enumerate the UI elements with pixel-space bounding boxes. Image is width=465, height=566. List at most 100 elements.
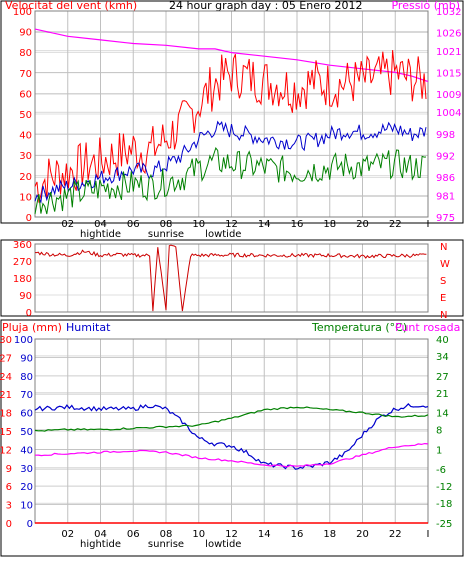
humidity-axis-tick-label: 100 [14, 335, 33, 346]
rain-axis-tick-label: 0 [6, 519, 12, 530]
pressure-axis-title: Pressió (mb) [391, 0, 460, 12]
temperature-axis-tick-label: 21 [436, 389, 449, 400]
bottom-annotation: hightide [80, 539, 121, 550]
top-x-tick: 22 [389, 219, 402, 230]
top-x-tick: 10 [192, 219, 205, 230]
bottom-annotation: sunrise [148, 539, 184, 550]
compass-letter: S [440, 276, 446, 287]
top-x-tick: 18 [323, 219, 336, 230]
rain-axis-tick-label: 27 [0, 353, 12, 364]
bottom-x-tick: I [427, 529, 430, 540]
bottom-x-tick: 04 [94, 529, 107, 540]
temperature-axis-tick-label: 34 [436, 352, 449, 363]
temperature-axis-tick-label: 8 [436, 426, 442, 437]
pressure-axis-tick-label: 981 [436, 191, 455, 202]
wind-axis-tick-label: 50 [19, 110, 32, 121]
top-x-tick: 12 [225, 219, 238, 230]
bottom-x-tick: 08 [160, 529, 173, 540]
rain-axis-tick-label: 9 [6, 464, 12, 475]
top-annotation: hightide [80, 229, 121, 240]
rain-axis-title: Pluja (mm) [2, 321, 62, 334]
wind-low-line [34, 146, 427, 215]
temperature-axis-tick-label: 27 [436, 372, 449, 383]
pressure-axis-tick-label: 975 [436, 213, 455, 224]
bottom-x-tick: 20 [356, 529, 369, 540]
pressure-axis-tick-label: 1004 [436, 108, 461, 119]
graph-title: 24 hour graph day : 05 Enero 2012 [169, 0, 363, 12]
pressure-axis-tick-label: 986 [436, 173, 455, 184]
direction-axis-tick-label: 90 [19, 291, 32, 302]
top-annotation: lowtide [205, 229, 241, 240]
top-x-tick: 04 [94, 219, 107, 230]
wind-average-line [34, 120, 427, 204]
wind-axis-tick-label: 10 [19, 192, 32, 203]
bottom-x-tick: 10 [192, 529, 205, 540]
wind-axis-tick-label: 80 [19, 48, 32, 59]
temperature-axis-tick-label: -12 [436, 482, 452, 493]
top-panel-frame [0, 0, 464, 224]
rain-axis-tick-label: 15 [0, 427, 12, 438]
temperature-axis-tick-label: -25 [436, 519, 452, 530]
wind-axis-title: Velocitat del vent (kmh) [5, 0, 137, 12]
top-annotation: sunrise [148, 229, 184, 240]
direction-plot-area [34, 243, 429, 313]
temperature-axis-tick-label: 1 [436, 445, 442, 456]
top-x-tick: 14 [258, 219, 271, 230]
temperature-axis-tick-label: -18 [436, 499, 452, 510]
wind-axis-tick-label: 0 [26, 213, 32, 224]
temperature-axis-tick-label: 40 [436, 335, 449, 346]
pressure-axis-tick-label: 998 [436, 130, 455, 141]
bottom-x-tick: 06 [127, 529, 140, 540]
humidity-axis-tick-label: 80 [20, 372, 33, 383]
humidity-axis-tick-label: 0 [27, 519, 33, 530]
temperature-axis-tick-label: -6 [436, 465, 446, 476]
humidity-axis-tick-label: 70 [20, 390, 33, 401]
top-x-tick: 08 [160, 219, 173, 230]
compass-letter: W [440, 259, 450, 270]
humidity-axis-tick-label: 30 [20, 464, 33, 475]
humidity-axis-tick-label: 40 [20, 445, 33, 456]
direction-axis-tick-label: 0 [26, 308, 32, 319]
top-x-tick: I [427, 219, 430, 230]
top-x-tick: 20 [356, 219, 369, 230]
compass-letter: N [440, 310, 447, 321]
wind-axis-tick-label: 40 [19, 131, 32, 142]
bottom-x-tick: 14 [258, 529, 271, 540]
wind-axis-tick-label: 100 [13, 7, 32, 18]
humidity-line [34, 403, 429, 470]
wind-plot-area [34, 10, 429, 218]
rain-axis-tick-label: 30 [0, 335, 12, 346]
direction-panel-frame [0, 239, 464, 317]
wind-gust-line [34, 50, 427, 203]
wind-direction-line [35, 244, 427, 312]
compass-letter: E [440, 293, 446, 304]
direction-axis-tick-label: 180 [13, 274, 32, 285]
bottom-x-tick: 12 [225, 529, 238, 540]
temperature-line [34, 406, 429, 432]
pressure-axis-tick-label: 1021 [436, 47, 461, 58]
dewpoint-line [34, 442, 429, 468]
wind-axis-tick-label: 70 [19, 69, 32, 80]
temperature-axis-tick-label: 14 [436, 409, 449, 420]
pressure-axis-tick-label: 992 [436, 152, 455, 163]
compass-letter: N [440, 242, 447, 253]
top-x-tick: 16 [291, 219, 304, 230]
wind-axis-tick-label: 30 [19, 151, 32, 162]
rain-axis-tick-label: 3 [6, 501, 12, 512]
wind-axis-tick-label: 90 [19, 28, 32, 39]
humidity-axis-tick-label: 10 [20, 501, 33, 512]
rain-axis-tick-label: 24 [0, 372, 12, 383]
bottom-x-tick: 22 [389, 529, 402, 540]
top-x-tick: 02 [61, 219, 74, 230]
pressure-axis-tick-label: 1009 [436, 90, 461, 101]
rain-axis-tick-label: 6 [6, 482, 12, 493]
humidity-axis-tick-label: 20 [20, 482, 33, 493]
bottom-x-tick: 16 [291, 529, 304, 540]
pressure-axis-tick-label: 1026 [436, 29, 461, 40]
pressure-line [34, 28, 429, 83]
dewpoint-axis-title: Punt rosada [395, 321, 460, 334]
humidity-axis-tick-label: 90 [20, 353, 33, 364]
pressure-axis-tick-label: 1032 [436, 7, 461, 18]
